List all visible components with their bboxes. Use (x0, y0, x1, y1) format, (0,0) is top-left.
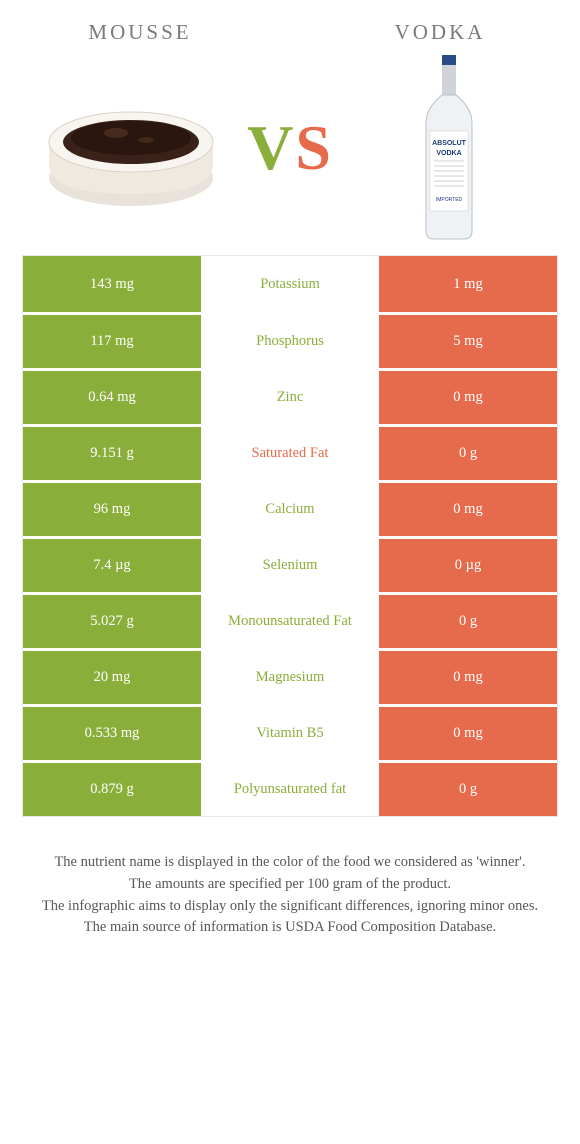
table-row: 117 mgPhosphorus5 mg (23, 312, 557, 368)
nutrient-right-value: 0 µg (379, 539, 557, 592)
svg-text:IMPORTED: IMPORTED (436, 197, 463, 203)
nutrient-left-value: 7.4 µg (23, 539, 201, 592)
table-row: 143 mgPotassium1 mg (23, 256, 557, 312)
image-row: VS ABSOLUT VODKA IMPORTED (0, 55, 580, 255)
nutrient-right-value: 0 mg (379, 483, 557, 536)
nutrient-right-value: 0 mg (379, 651, 557, 704)
svg-text:VODKA: VODKA (436, 150, 461, 157)
nutrient-label: Calcium (201, 483, 379, 536)
footer-note-line: The infographic aims to display only the… (30, 896, 550, 918)
footer-note-line: The main source of information is USDA F… (30, 917, 550, 939)
footer-note-line: The nutrient name is displayed in the co… (30, 852, 550, 874)
nutrient-label: Vitamin B5 (201, 707, 379, 760)
footer-note-line: The amounts are specified per 100 gram o… (30, 874, 550, 896)
nutrient-right-value: 0 g (379, 427, 557, 480)
nutrient-label: Monounsaturated Fat (201, 595, 379, 648)
header: MOUSSE VODKA (0, 0, 580, 55)
nutrient-label: Saturated Fat (201, 427, 379, 480)
food-image-left (25, 65, 237, 230)
nutrient-right-value: 0 g (379, 763, 557, 816)
vs-v: V (247, 112, 295, 183)
nutrient-left-value: 0.879 g (23, 763, 201, 816)
table-row: 96 mgCalcium0 mg (23, 480, 557, 536)
nutrient-left-value: 117 mg (23, 315, 201, 368)
nutrient-right-value: 0 mg (379, 371, 557, 424)
nutrient-left-value: 143 mg (23, 256, 201, 312)
food-title-right: VODKA (350, 20, 530, 45)
nutrient-right-value: 5 mg (379, 315, 557, 368)
nutrient-left-value: 0.533 mg (23, 707, 201, 760)
table-row: 7.4 µgSelenium0 µg (23, 536, 557, 592)
table-row: 0.879 gPolyunsaturated fat0 g (23, 760, 557, 816)
nutrient-right-value: 0 g (379, 595, 557, 648)
comparison-table: 143 mgPotassium1 mg117 mgPhosphorus5 mg0… (22, 255, 558, 817)
footer-notes: The nutrient name is displayed in the co… (0, 817, 580, 939)
nutrient-left-value: 20 mg (23, 651, 201, 704)
food-title-left: MOUSSE (50, 20, 230, 45)
nutrient-right-value: 0 mg (379, 707, 557, 760)
food-image-right: ABSOLUT VODKA IMPORTED (343, 65, 555, 230)
nutrient-left-value: 5.027 g (23, 595, 201, 648)
nutrient-right-value: 1 mg (379, 256, 557, 312)
nutrient-label: Zinc (201, 371, 379, 424)
nutrient-label: Selenium (201, 539, 379, 592)
nutrient-left-value: 96 mg (23, 483, 201, 536)
vs-label: VS (237, 111, 343, 185)
nutrient-label: Magnesium (201, 651, 379, 704)
nutrient-left-value: 9.151 g (23, 427, 201, 480)
table-row: 0.533 mgVitamin B50 mg (23, 704, 557, 760)
table-row: 0.64 mgZinc0 mg (23, 368, 557, 424)
svg-text:ABSOLUT: ABSOLUT (432, 140, 467, 147)
nutrient-label: Polyunsaturated fat (201, 763, 379, 816)
nutrient-label: Phosphorus (201, 315, 379, 368)
vs-s: S (295, 112, 333, 183)
nutrient-left-value: 0.64 mg (23, 371, 201, 424)
table-row: 20 mgMagnesium0 mg (23, 648, 557, 704)
table-row: 9.151 gSaturated Fat0 g (23, 424, 557, 480)
table-row: 5.027 gMonounsaturated Fat0 g (23, 592, 557, 648)
nutrient-label: Potassium (201, 256, 379, 312)
